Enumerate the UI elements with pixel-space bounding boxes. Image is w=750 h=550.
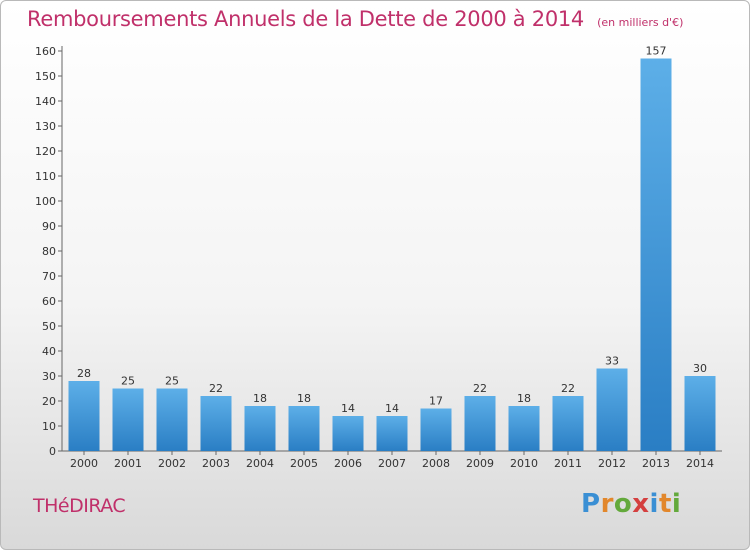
y-tick-label: 160 — [35, 45, 56, 58]
y-tick-label: 50 — [42, 320, 56, 333]
x-tick-label-2014: 2014 — [686, 457, 714, 470]
data-label-2008: 17 — [429, 395, 443, 408]
x-tick-label-2003: 2003 — [202, 457, 230, 470]
bar-2008 — [420, 408, 452, 451]
data-label-2004: 18 — [253, 392, 267, 405]
y-tick-label: 70 — [42, 270, 56, 283]
data-label-2009: 22 — [473, 382, 487, 395]
chart-title: Remboursements Annuels de la Dette de 20… — [27, 7, 683, 31]
logo-letter: i — [649, 489, 659, 519]
data-label-2007: 14 — [385, 402, 399, 415]
unit-label: (en milliers d'€) — [597, 16, 684, 29]
bar-2003 — [200, 396, 232, 451]
data-label-2011: 22 — [561, 382, 575, 395]
bar-2005 — [288, 406, 320, 451]
x-tick-label-2011: 2011 — [554, 457, 582, 470]
x-tick-label-2013: 2013 — [642, 457, 670, 470]
bar-2002 — [156, 388, 188, 451]
y-tick-label: 0 — [49, 445, 56, 458]
logo-letter: r — [600, 489, 614, 519]
y-tick-label: 120 — [35, 145, 56, 158]
data-label-2014: 30 — [693, 362, 707, 375]
y-tick-label: 100 — [35, 195, 56, 208]
data-label-2003: 22 — [209, 382, 223, 395]
location-label: THéDIRAC — [33, 495, 126, 517]
logo-letter: x — [632, 489, 650, 519]
y-tick-label: 60 — [42, 295, 56, 308]
x-tick-label-2002: 2002 — [158, 457, 186, 470]
bar-2014 — [684, 376, 716, 451]
x-tick-label-2006: 2006 — [334, 457, 362, 470]
x-tick-label-2007: 2007 — [378, 457, 406, 470]
y-tick-label: 40 — [42, 345, 56, 358]
logo-letter: P — [581, 489, 601, 519]
data-label-2012: 33 — [605, 355, 619, 368]
bar-2012 — [596, 368, 628, 451]
bar-2001 — [112, 388, 144, 451]
y-tick-label: 80 — [42, 245, 56, 258]
x-tick-label-2010: 2010 — [510, 457, 538, 470]
x-tick-label-2004: 2004 — [246, 457, 274, 470]
logo-letter: i — [671, 489, 682, 519]
data-label-2010: 18 — [517, 392, 531, 405]
title-text: Remboursements Annuels de la Dette de 20… — [27, 7, 584, 31]
bar-2013 — [640, 58, 672, 451]
x-tick-label-2008: 2008 — [422, 457, 450, 470]
data-label-2000: 28 — [77, 367, 91, 380]
y-tick-label: 10 — [42, 420, 56, 433]
y-tick-label: 140 — [35, 95, 56, 108]
bar-2007 — [376, 416, 408, 451]
data-label-2013: 157 — [646, 45, 667, 58]
y-tick-label: 150 — [35, 70, 56, 83]
bar-2006 — [332, 416, 364, 451]
data-label-2005: 18 — [297, 392, 311, 405]
proxiti-logo: Proxiti — [581, 489, 681, 519]
bar-2011 — [552, 396, 584, 451]
x-tick-label-2009: 2009 — [466, 457, 494, 470]
logo-letter: t — [658, 489, 672, 519]
logo-letter: o — [613, 489, 633, 519]
x-tick-label-2005: 2005 — [290, 457, 318, 470]
data-label-2002: 25 — [165, 375, 179, 388]
bar-2000 — [68, 381, 100, 451]
bar-2009 — [464, 396, 496, 451]
bar-2010 — [508, 406, 540, 451]
y-tick-label: 90 — [42, 220, 56, 233]
data-label-2001: 25 — [121, 375, 135, 388]
data-label-2006: 14 — [341, 402, 355, 415]
y-tick-label: 20 — [42, 395, 56, 408]
x-tick-label-2012: 2012 — [598, 457, 626, 470]
y-tick-label: 110 — [35, 170, 56, 183]
x-tick-label-2001: 2001 — [114, 457, 142, 470]
bar-2004 — [244, 406, 276, 451]
y-tick-label: 30 — [42, 370, 56, 383]
y-tick-label: 130 — [35, 120, 56, 133]
x-tick-label-2000: 2000 — [70, 457, 98, 470]
